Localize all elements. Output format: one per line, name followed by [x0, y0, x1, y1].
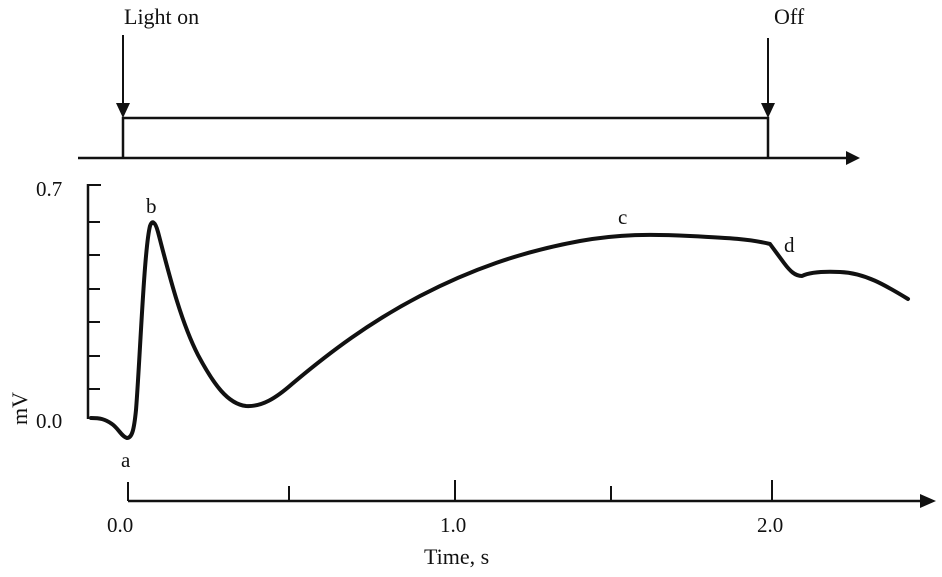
- erg-response-curve: [89, 220, 910, 440]
- annotation-d: d: [784, 233, 795, 257]
- x-tick-label-0: 0.0: [107, 513, 133, 537]
- off-arrow-icon: [761, 103, 775, 118]
- y-tick-label-top: 0.7: [36, 177, 62, 201]
- annotation-b: b: [146, 194, 157, 218]
- x-axis: 0.0 1.0 2.0 Time, s: [107, 480, 936, 569]
- y-tick-label-bottom: 0.0: [36, 409, 62, 433]
- light-on-label: Light on: [124, 4, 199, 29]
- x-axis-arrow-icon: [920, 494, 936, 508]
- stimulus-trace: Light on Off: [78, 4, 860, 165]
- y-axis: 0.7 0.0 mV: [7, 177, 101, 433]
- light-on-pulse: [121, 116, 770, 158]
- y-axis-label: mV: [7, 392, 32, 425]
- off-label: Off: [774, 4, 805, 29]
- wave-annotations: a b c d: [121, 194, 795, 472]
- light-on-arrow-icon: [116, 103, 130, 118]
- annotation-c: c: [618, 205, 627, 229]
- x-tick-label-1: 1.0: [440, 513, 466, 537]
- annotation-a: a: [121, 448, 131, 472]
- x-axis-label: Time, s: [424, 544, 489, 569]
- stimulus-axis-arrow-icon: [846, 151, 860, 165]
- x-tick-label-2: 2.0: [757, 513, 783, 537]
